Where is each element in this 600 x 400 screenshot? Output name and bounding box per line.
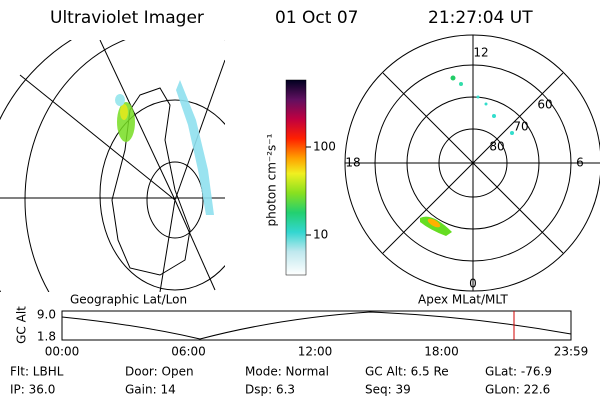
altitude-axis-label: GC Alt [15,306,29,344]
footer: Flt: LBHL Door: Open Mode: Normal GC Alt: 6… [10,365,552,397]
x-tick-label: 18:00 [424,345,459,359]
x-ticks: 00:00 06:00 12:00 18:00 23:59 [45,345,589,359]
mlt-label: 12 [473,46,488,60]
mlt-label: 18 [345,156,360,170]
footer-field: GLat: -76.9 [485,365,552,379]
y-tick-label: 1.8 [37,330,56,344]
footer-field: GLon: 22.6 [485,383,550,397]
y-tick-label: 9.0 [37,308,56,322]
polar-map [344,34,600,292]
polar-label: Apex MLat/MLT [418,293,508,307]
altitude-curve [61,311,572,340]
x-tick-label: 06:00 [171,345,206,359]
title: Ultraviolet Imager [50,8,204,28]
map-label: Geographic Lat/Lon [70,293,187,307]
mlt-label: 0 [469,277,477,291]
date: 01 Oct 07 [275,8,358,28]
colorbar-label: photon cm⁻²s⁻¹ [265,133,279,226]
ring-label: 60 [537,98,552,112]
ring-label: 70 [513,120,528,134]
ring-label: 80 [489,140,504,154]
footer-field: GC Alt: 6.5 Re [365,365,449,379]
geographic-map [0,40,225,292]
footer-field: Seq: 39 [365,383,411,397]
colorbar [285,79,307,276]
x-tick-label: 12:00 [298,345,333,359]
footer-field: Mode: Normal [245,365,329,379]
footer-field: Door: Open [125,365,194,379]
x-tick-label: 23:59 [554,345,589,359]
footer-field: IP: 36.0 [10,383,55,397]
footer-field: Flt: LBHL [10,365,64,379]
altitude-frame [61,310,572,341]
footer-field: Gain: 14 [125,383,176,397]
footer-field: Dsp: 6.3 [245,383,295,397]
colorbar-tick-label: 100 [313,140,336,154]
time: 21:27:04 UT [428,8,533,28]
colorbar-tick-label: 10 [313,228,328,242]
x-tick-label: 00:00 [45,345,80,359]
mlt-label: 6 [576,156,584,170]
